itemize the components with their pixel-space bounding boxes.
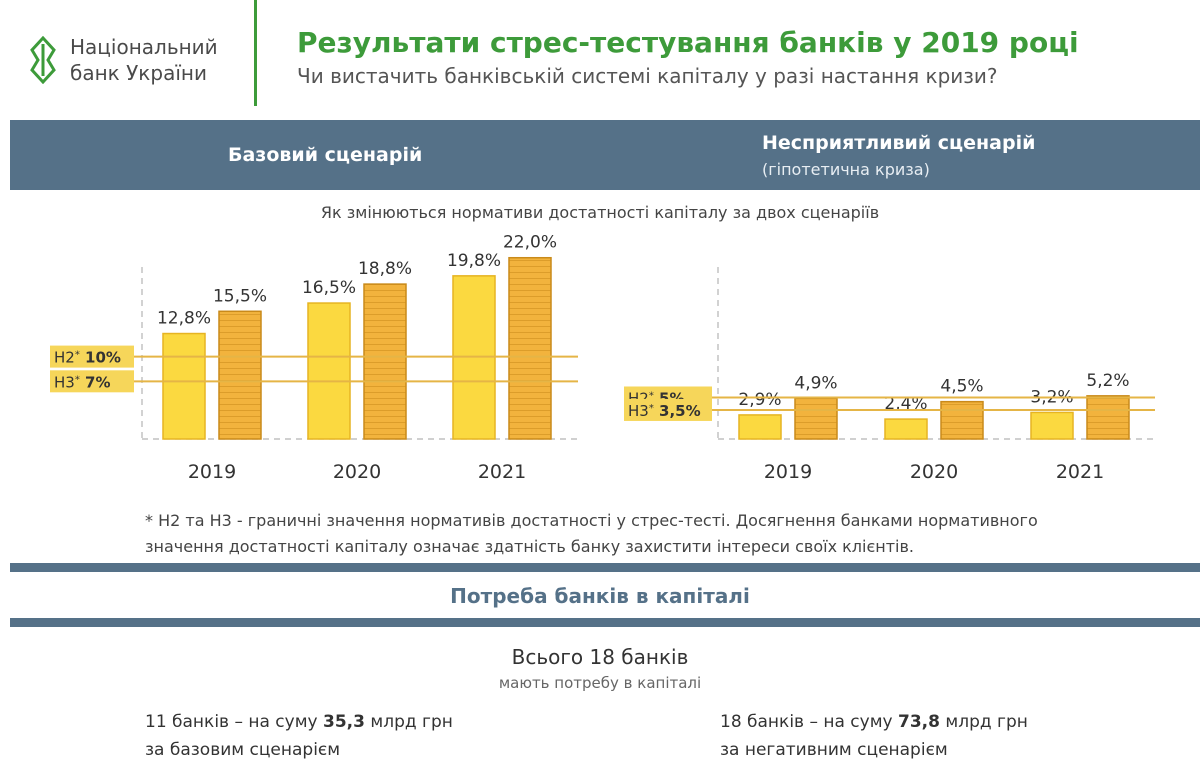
total-banks-note: мають потребу в капіталі	[498, 674, 702, 692]
adverse-scenario-label: Несприятливий сценарій	[762, 132, 1036, 154]
base-threshold-box-1	[50, 345, 134, 368]
base-x-tick-2020: 2020	[333, 461, 381, 483]
page-title: Результати стрес-тестування банків у 201…	[297, 26, 1079, 59]
capital-adequacy-chart: 12,8%15,5% 2019 16,5%18,8% 2020 19,8%22,0% 20…	[50, 233, 1155, 483]
adverse-scenario-note: (гіпотетична криза)	[762, 160, 930, 179]
scenario-band: Базовий сценарій Несприятливий сценарій …	[10, 120, 1200, 190]
bank-name-line1: Національний	[70, 35, 218, 59]
base-data-label-2021-s2: 22,0%	[503, 233, 557, 253]
base-threshold-label-2: Н3* 7%	[54, 373, 111, 391]
adverse-need-line2: за негативним сценарієм	[720, 740, 948, 760]
adverse-need-unit: млрд грн	[939, 712, 1028, 732]
adverse-bar-2021-s1	[1030, 411, 1074, 440]
base-need-prefix: 11 банків – на суму	[145, 712, 324, 732]
adverse-data-label-2021-s2: 5,2%	[1086, 371, 1129, 391]
adverse-bar-pattern-2021	[1087, 395, 1129, 439]
section-rule-bottom	[10, 618, 1200, 627]
footnote-line1: * Н2 та Н3 - граничні значення нормативі…	[145, 511, 1038, 530]
adverse-need-prefix: 18 банків – на суму	[720, 712, 899, 732]
header-divider	[254, 0, 257, 106]
base-bar-2019-s1	[162, 332, 206, 440]
base-need-amount: 35,3	[323, 712, 365, 732]
base-bar-2020-s1	[307, 302, 351, 440]
footnote-line2: значення достатності капіталу означає зд…	[145, 537, 914, 556]
adverse-x-tick-2021: 2021	[1056, 461, 1104, 483]
capital-need-title: Потреба банків в капіталі	[450, 584, 750, 608]
adverse-data-label-2020-s2: 4,5%	[940, 377, 983, 397]
base-bar-pattern-2019	[219, 311, 261, 439]
base-data-label-2019-s2: 15,5%	[213, 286, 267, 306]
base-x-tick-2021: 2021	[478, 461, 526, 483]
adverse-x-tick-2020: 2020	[910, 461, 958, 483]
nbu-logo: Національний банк України	[30, 32, 230, 92]
base-bar-pattern-2021	[509, 257, 551, 439]
base-scenario-label: Базовий сценарій	[228, 144, 423, 166]
section-rule-top	[10, 563, 1200, 572]
adverse-need-block: 18 банків – на суму 73,8 млрд грн за нег…	[720, 708, 1028, 764]
adverse-need-line1: 18 банків – на суму 73,8 млрд грн	[720, 708, 1028, 736]
base-threshold-label-1: Н2* 10%	[54, 349, 121, 367]
adverse-need-amount: 73,8	[898, 712, 940, 732]
base-data-label-2020-s2: 18,8%	[358, 259, 412, 279]
base-need-line1: 11 банків – на суму 35,3 млрд грн	[145, 708, 453, 736]
base-need-block: 11 банків – на суму 35,3 млрд грн за баз…	[145, 708, 453, 764]
bank-name-line2: банк України	[70, 61, 207, 85]
base-data-label-2019-s1: 12,8%	[157, 309, 211, 329]
adverse-threshold-box-2	[624, 398, 712, 421]
bank-name: Національний банк України	[70, 34, 218, 86]
adverse-bar-pattern-2019	[795, 398, 837, 439]
adverse-threshold-label-2: Н3* 3,5%	[628, 402, 701, 420]
adverse-data-label-2019-s1: 2,9%	[738, 390, 781, 410]
chart-caption: Як змінюються нормативи достатності капі…	[320, 203, 880, 222]
adverse-data-label-2019-s2: 4,9%	[794, 373, 837, 393]
base-data-label-2021-s1: 19,8%	[447, 251, 501, 271]
base-threshold-box-2	[50, 370, 134, 393]
base-need-line2: за базовим сценарієм	[145, 740, 341, 760]
page-subtitle: Чи вистачить банківській системі капітал…	[297, 64, 998, 88]
base-x-tick-2019: 2019	[188, 461, 236, 483]
footnote: * Н2 та Н3 - граничні значення нормативі…	[145, 508, 1145, 560]
nbu-emblem-icon	[30, 36, 56, 84]
adverse-bar-2019-s1	[738, 414, 782, 440]
base-bar-pattern-2020	[364, 284, 406, 439]
adverse-bar-2020-s1	[884, 418, 928, 440]
adverse-bar-pattern-2020	[941, 401, 983, 439]
adverse-x-tick-2019: 2019	[764, 461, 812, 483]
total-banks: Всього 18 банків	[511, 645, 689, 669]
base-data-label-2020-s1: 16,5%	[302, 278, 356, 298]
base-need-unit: млрд грн	[364, 712, 453, 732]
